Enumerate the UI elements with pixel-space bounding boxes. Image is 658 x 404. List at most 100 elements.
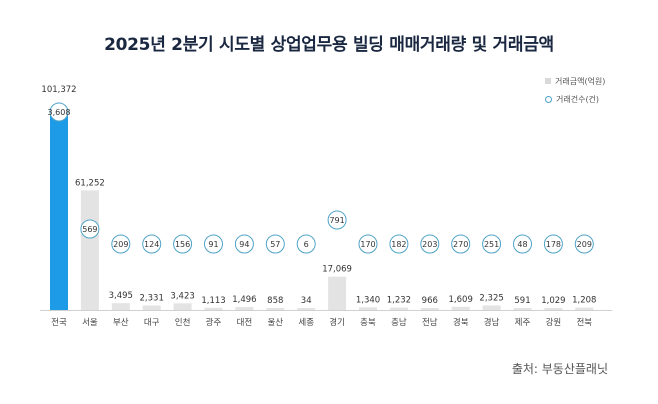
bar-14 [482, 305, 501, 310]
legend: 거래금액(억원) 거래건수(건) [545, 72, 605, 108]
bar-4 [173, 303, 192, 310]
amount-label-6: 1,496 [232, 295, 256, 305]
bar-2 [111, 303, 130, 310]
category-label-6: 대전 [237, 317, 253, 328]
amount-label-0: 101,372 [41, 85, 76, 95]
count-circle-17 [574, 234, 594, 254]
legend-swatch-circle [545, 95, 552, 103]
count-label-13: 270 [453, 240, 468, 249]
bar-3 [142, 305, 161, 310]
category-label-0: 전국 [51, 317, 67, 328]
amount-label-12: 966 [422, 296, 438, 306]
amount-label-10: 1,340 [356, 295, 380, 305]
count-label-3: 124 [144, 240, 159, 249]
category-label-12: 전남 [422, 317, 438, 328]
category-label-10: 충북 [360, 318, 376, 328]
amount-label-15: 591 [514, 296, 530, 306]
bar-8 [297, 308, 316, 310]
amount-label-13: 1,609 [449, 295, 473, 305]
count-label-10: 170 [360, 240, 375, 249]
amount-label-4: 3,423 [170, 291, 194, 301]
category-label-16: 강원 [546, 317, 562, 328]
category-label-14: 경남 [484, 317, 500, 328]
count-circle-7 [265, 234, 285, 254]
count-label-7: 57 [270, 240, 280, 249]
count-circle-15 [513, 234, 532, 254]
count-label-11: 182 [391, 240, 406, 249]
bar-13 [451, 306, 470, 310]
bar-12 [420, 308, 439, 310]
count-label-12: 203 [422, 240, 437, 249]
count-label-2: 209 [113, 240, 128, 249]
count-circle-16 [543, 234, 563, 254]
count-circle-9 [327, 210, 347, 230]
count-circle-4 [173, 234, 193, 254]
category-label-8: 세종 [298, 318, 314, 328]
count-circle-13 [451, 234, 471, 254]
count-circle-12 [420, 234, 440, 254]
category-label-9: 경기 [329, 317, 345, 328]
category-label-3: 대구 [144, 318, 160, 328]
count-label-16: 178 [546, 240, 561, 249]
category-label-17: 전북 [576, 317, 592, 328]
category-label-5: 광주 [206, 317, 222, 328]
amount-label-11: 1,232 [387, 296, 411, 306]
bar-17 [575, 307, 594, 310]
category-label-13: 경북 [453, 317, 469, 328]
count-label-0: 3,608 [48, 108, 71, 117]
bar-7 [266, 308, 285, 310]
amount-label-14: 2,325 [479, 293, 503, 303]
count-label-9: 791 [329, 216, 344, 225]
bar-15 [513, 308, 532, 310]
count-circle-5 [204, 234, 223, 254]
count-circle-0 [49, 102, 69, 122]
count-label-4: 156 [175, 240, 190, 249]
bar-6 [235, 307, 254, 310]
count-circle-2 [111, 234, 131, 254]
category-label-1: 서울 [82, 318, 98, 328]
legend-swatch-bar [545, 78, 551, 84]
count-label-14: 251 [484, 240, 499, 249]
bar-11 [389, 307, 408, 310]
count-label-1: 569 [82, 225, 97, 234]
bar-10 [359, 307, 377, 310]
amount-label-16: 1,029 [541, 296, 565, 306]
legend-label-amount: 거래금액(억원) [555, 76, 606, 86]
amount-label-3: 2,331 [140, 293, 164, 303]
count-label-15: 48 [517, 240, 527, 249]
count-circle-3 [142, 234, 162, 254]
count-label-8: 6 [304, 240, 309, 249]
count-circle-1 [80, 219, 100, 239]
category-label-11: 충남 [391, 318, 407, 328]
bar-0 [50, 112, 68, 310]
amount-label-9: 17,069 [322, 265, 352, 275]
count-circle-8 [296, 234, 316, 254]
count-label-17: 209 [577, 240, 592, 249]
count-label-5: 91 [208, 240, 218, 249]
amount-label-1: 61,252 [75, 178, 105, 188]
category-label-2: 부산 [113, 317, 129, 328]
count-circle-6 [234, 234, 254, 254]
amount-label-2: 3,495 [109, 291, 133, 301]
amount-label-17: 1,208 [572, 296, 596, 306]
bar-5 [204, 307, 223, 310]
legend-item-count: 거래건수(건) [545, 90, 605, 108]
count-circle-14 [482, 234, 502, 254]
bar-1 [80, 190, 99, 310]
amount-label-5: 1,113 [201, 296, 225, 306]
legend-label-count: 거래건수(건) [556, 94, 600, 104]
amount-label-7: 858 [267, 296, 283, 306]
bar-9 [328, 276, 347, 310]
bar-16 [544, 307, 563, 310]
amount-label-8: 34 [301, 296, 312, 306]
count-circle-11 [389, 234, 409, 254]
source-note: 출처: 부동산플래닛 [511, 362, 608, 376]
count-circle-10 [358, 234, 378, 254]
category-label-7: 울산 [267, 317, 283, 328]
chart-title: 2025년 2분기 시도별 상업업무용 빌딩 매매거래량 및 거래금액 [104, 35, 554, 55]
category-label-15: 제주 [515, 318, 531, 328]
count-label-6: 94 [239, 240, 249, 249]
legend-item-amount: 거래금액(억원) [545, 72, 605, 90]
category-label-4: 인천 [175, 317, 191, 328]
